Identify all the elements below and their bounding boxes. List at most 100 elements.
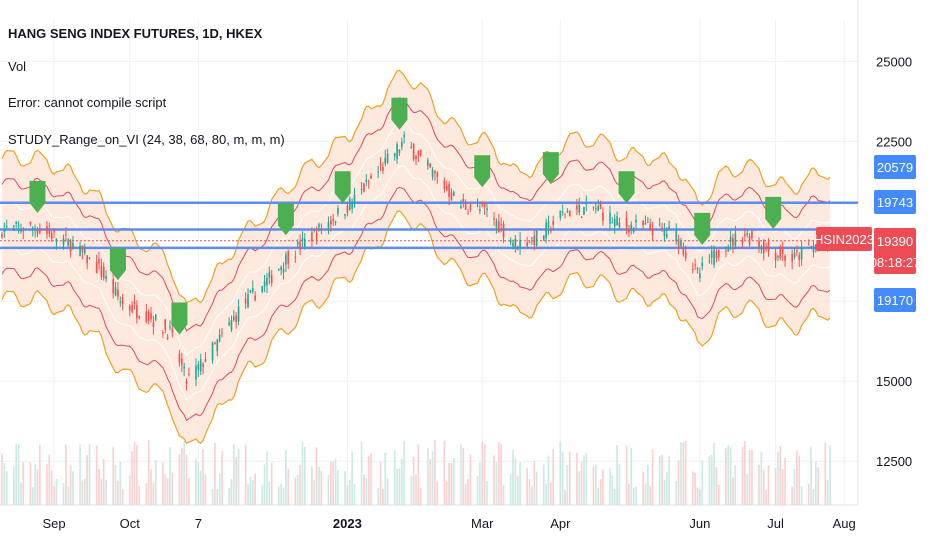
volume-bar [665,471,668,505]
volume-bar [800,486,803,505]
candle-body [748,235,751,245]
candle-body [497,221,500,233]
volume-bar [632,487,635,505]
candle-body [162,332,164,334]
candle-body [559,210,562,219]
volume-bar [72,471,74,505]
symbol-badge[interactable] [816,227,872,251]
candle-body [393,153,396,157]
legend-study[interactable]: STUDY_Range_on_VI (24, 38, 68, 80, m, m,… [8,132,285,147]
volume-bar [663,479,666,505]
volume-bar [69,465,72,505]
candle-body [154,314,157,320]
candle-body [516,248,519,250]
volume-bar [760,452,763,505]
candle-body [100,265,103,277]
volume-bar [502,485,505,505]
candle-body [602,212,604,221]
volume-bar [188,478,190,505]
volume-bar [98,469,100,505]
candle-body [479,209,481,211]
candle-body [611,222,614,224]
x-tick-label: Jun [689,516,710,531]
volume-bar [83,478,86,505]
volume-bar [741,446,744,505]
candle-body [348,198,351,210]
candle-body [313,229,316,231]
volume-bar [481,441,484,505]
volume-layer [1,440,831,505]
volume-bar [379,461,382,505]
volume-bar [668,456,670,505]
candle-body [462,199,465,203]
level-upper-label: 19743 [877,195,913,210]
candle-layer[interactable] [1,131,831,391]
volume-bar [445,481,448,505]
volume-bar [195,458,197,505]
candle-body [448,183,450,198]
candle-body [710,251,713,258]
candle-body [13,225,15,227]
volume-bar [467,478,469,505]
candle-body [727,247,730,252]
volume-bar [746,474,749,505]
y-tick-label: 12500 [876,454,912,469]
volume-bar [469,454,472,505]
volume-bar [31,487,34,505]
volume-bar [592,466,595,505]
volume-bar [519,462,521,505]
candle-body [204,359,207,362]
volume-bar [119,461,122,505]
candle-body [762,240,765,254]
volume-bar [13,466,15,505]
candle-body [708,260,711,262]
volume-bar [798,455,801,505]
signal-marker [618,171,635,204]
volume-bar [744,441,746,505]
candle-body [251,288,254,292]
legend-volume[interactable]: Vol [8,59,26,74]
candle-body [625,217,628,227]
band-fill [2,70,830,444]
candle-body [138,316,141,319]
candle-body [55,238,58,242]
legend-error[interactable]: Error: cannot compile script [8,95,167,110]
candle-body [332,218,335,222]
candle-body [164,319,167,330]
candle-body [547,221,550,228]
volume-bar [729,447,732,505]
candle-body [476,205,479,207]
volume-bar [180,447,183,505]
candle-body [419,150,422,156]
volume-bar [261,485,264,505]
volume-bar [393,450,396,505]
candle-body [467,213,469,215]
candle-body [398,149,401,153]
volume-bar [464,483,467,505]
candle-body [744,234,746,237]
candle-body [814,244,817,250]
volume-bar [145,483,148,505]
candle-body [296,241,299,245]
candle-body [303,238,306,248]
volume-bar [17,444,20,505]
volume-bar [351,452,353,505]
volume-bar [796,450,798,505]
signal-marker [391,97,408,130]
volume-bar [814,461,817,505]
volume-bar [114,465,117,505]
candle-body [152,322,155,327]
candle-body [133,301,136,305]
candle-body [22,229,25,232]
candle-body [214,342,216,344]
signal-marker [334,171,351,204]
volume-bar [791,486,793,505]
volume-bar [547,455,550,505]
candle-body [644,223,647,225]
signal-marker [109,248,126,281]
candle-body [228,322,230,326]
candle-body [50,232,53,240]
x-tick-label: 2023 [333,516,362,531]
candle-body [649,223,652,230]
